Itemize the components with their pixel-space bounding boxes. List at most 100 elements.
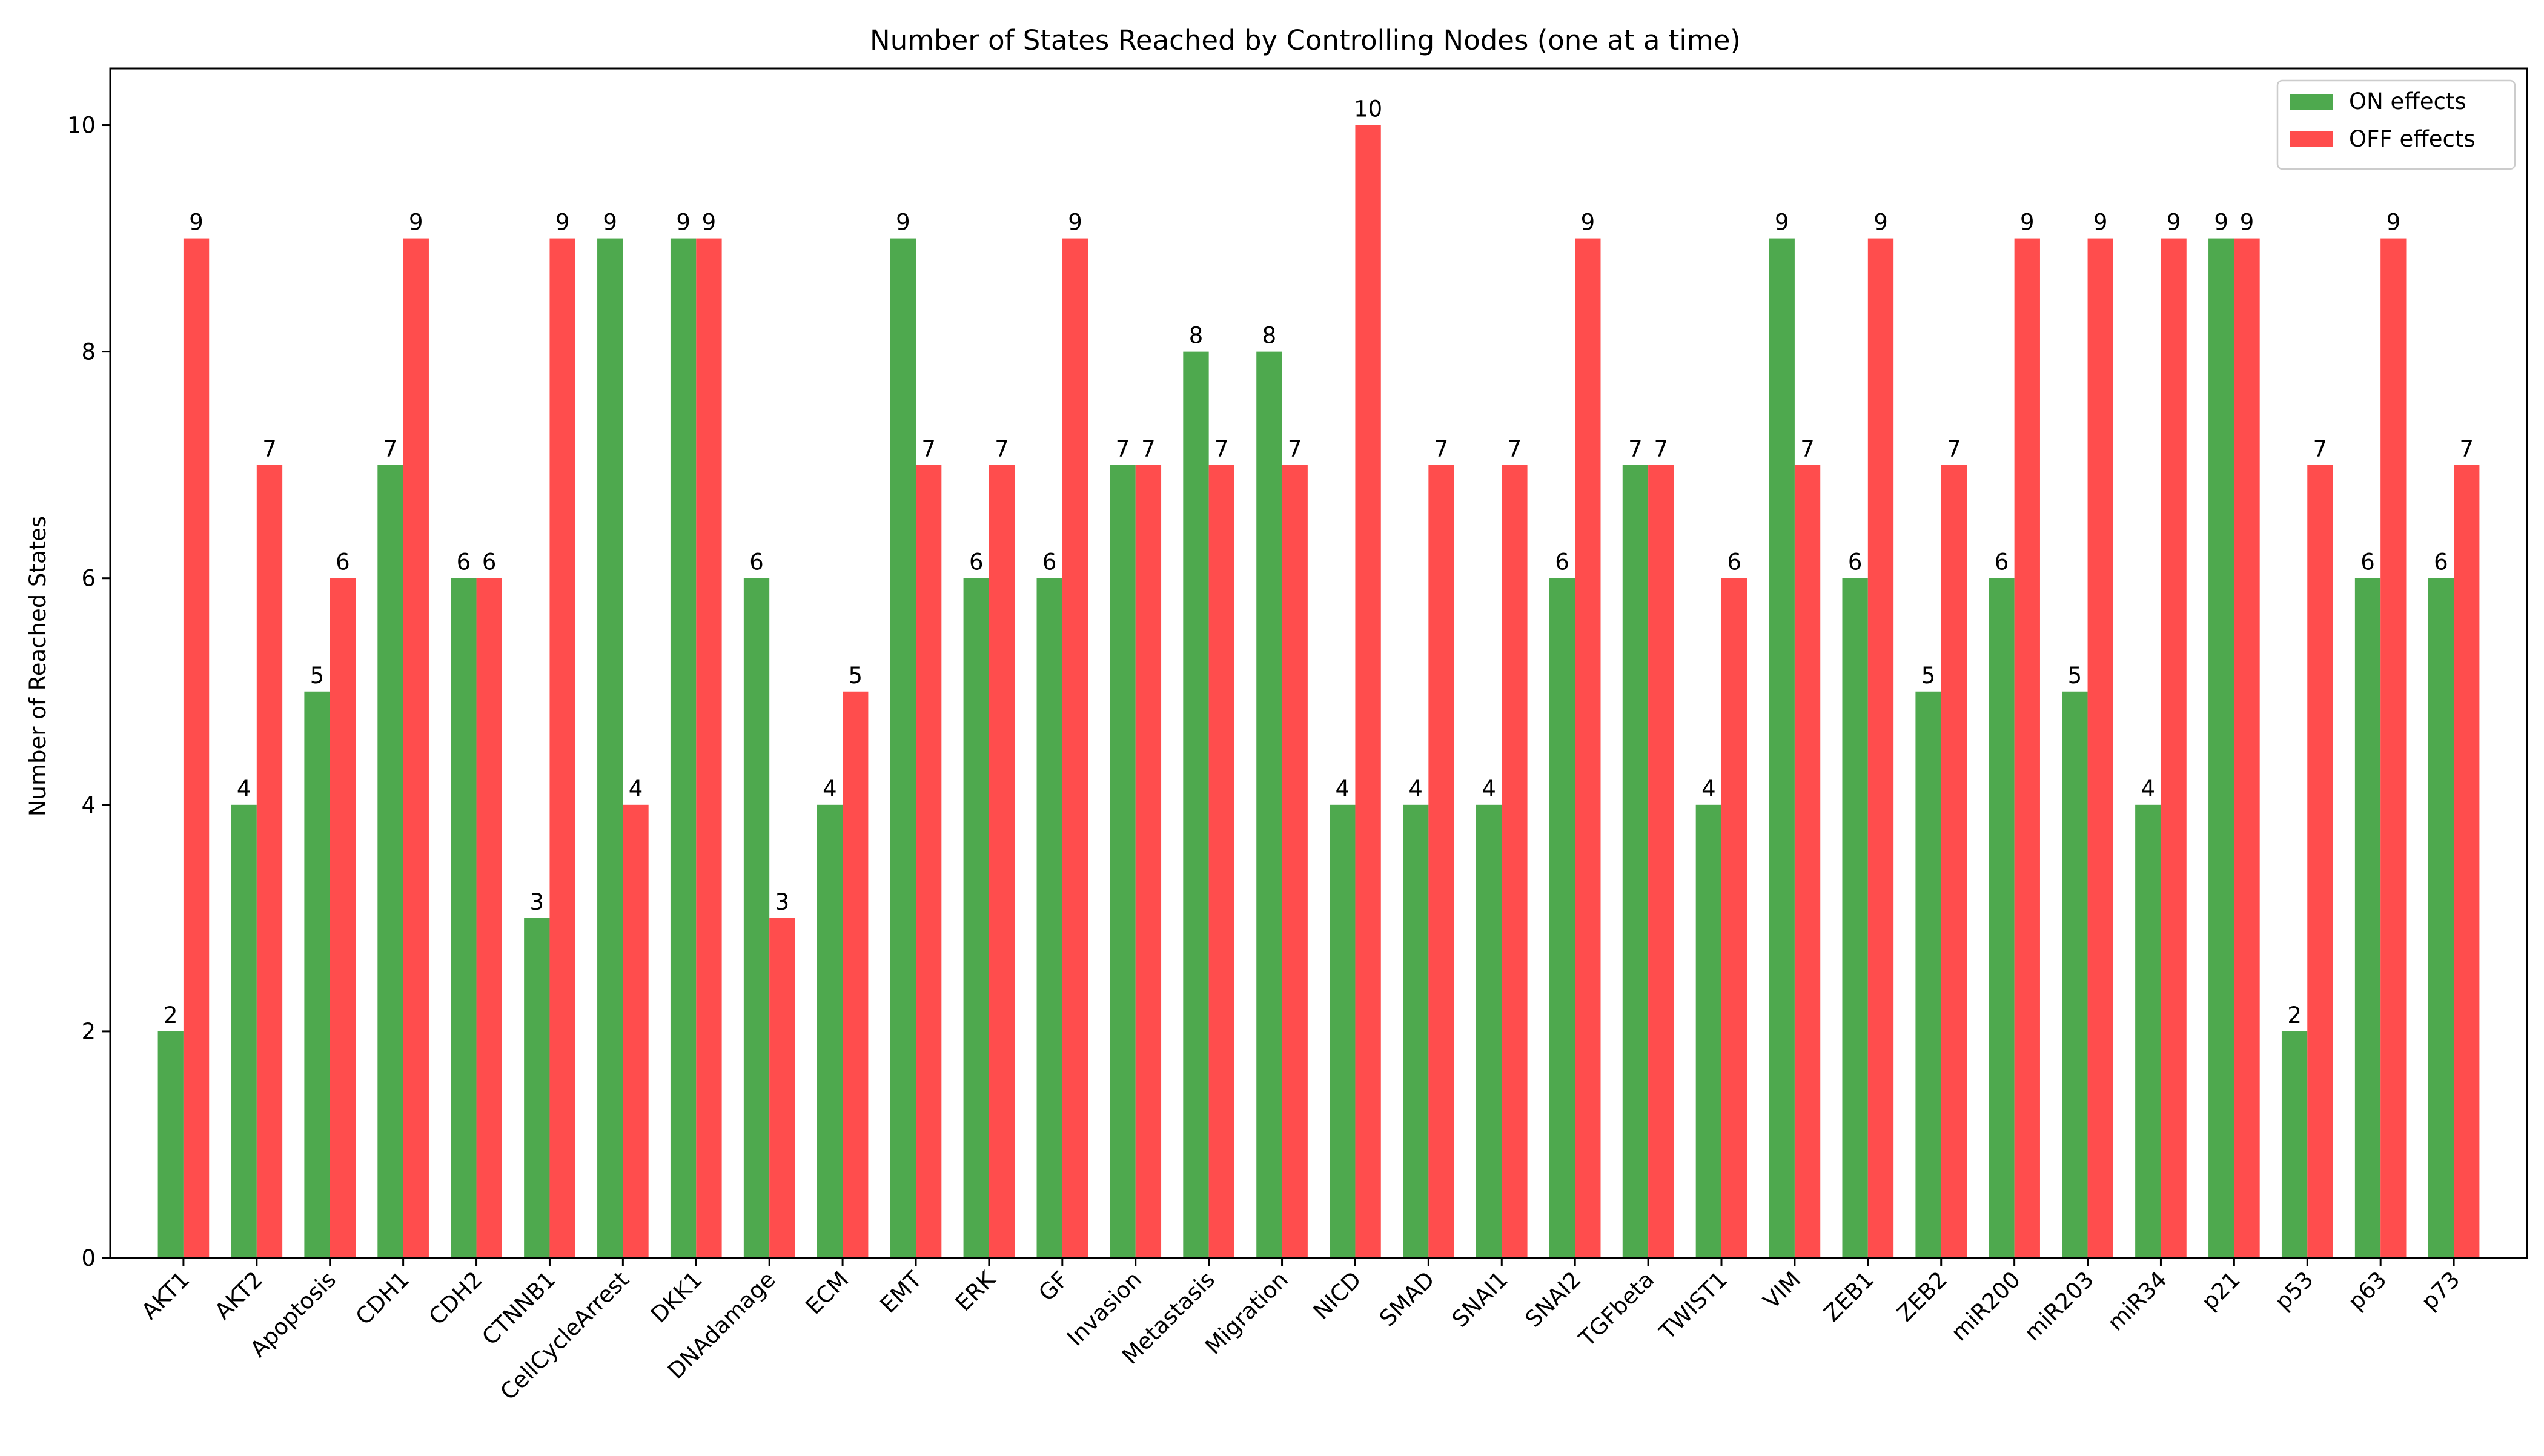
off-bar-CDH2 — [476, 578, 502, 1259]
on-value-label-Metastasis: 8 — [1189, 323, 1204, 349]
legend-label-off: OFF effects — [2349, 126, 2476, 152]
off-value-label-p63: 9 — [2387, 210, 2401, 236]
off-bar-Migration — [1282, 465, 1308, 1259]
on-bar-TWIST1 — [1695, 804, 1721, 1258]
off-value-label-DNAdamage: 3 — [775, 889, 790, 915]
on-bar-Metastasis — [1183, 351, 1209, 1258]
off-bar-DNAdamage — [769, 918, 795, 1258]
on-bar-CDH2 — [451, 578, 477, 1259]
off-value-label-EMT: 7 — [921, 436, 936, 462]
on-value-label-miR34: 4 — [2141, 776, 2156, 802]
off-value-label-CDH2: 6 — [482, 549, 497, 575]
on-bar-NICD — [1330, 804, 1356, 1258]
on-value-label-ZEB2: 5 — [1921, 663, 1936, 689]
legend-box — [2276, 79, 2516, 170]
off-bar-SNAI1 — [1502, 465, 1528, 1259]
off-bar-ERK — [989, 465, 1015, 1259]
off-bar-CTNNB1 — [549, 238, 575, 1258]
on-value-label-SMAD: 4 — [1408, 776, 1423, 802]
on-value-label-p73: 6 — [2434, 549, 2448, 575]
on-value-label-VIM: 9 — [1775, 210, 1789, 236]
on-value-label-DNAdamage: 6 — [749, 549, 764, 575]
on-value-label-SNAI1: 4 — [1482, 776, 1496, 802]
off-value-label-miR203: 9 — [2093, 210, 2108, 236]
on-value-label-DKK1: 9 — [676, 210, 691, 236]
off-value-label-ECM: 5 — [848, 663, 863, 689]
on-value-label-ZEB1: 6 — [1848, 549, 1863, 575]
on-bar-SMAD — [1403, 804, 1429, 1258]
off-bar-CDH1 — [403, 238, 429, 1258]
on-value-label-Invasion: 7 — [1116, 436, 1130, 462]
on-bar-CTNNB1 — [524, 918, 550, 1258]
off-value-label-Migration: 7 — [1288, 436, 1302, 462]
on-bar-Apoptosis — [304, 691, 330, 1258]
off-bar-AKT1 — [183, 238, 210, 1258]
on-bar-VIM — [1769, 238, 1795, 1258]
off-bar-AKT2 — [256, 465, 283, 1259]
on-value-label-p21: 9 — [2214, 210, 2228, 236]
on-bar-ZEB2 — [1915, 691, 1941, 1258]
on-value-label-CTNNB1: 3 — [530, 889, 545, 915]
off-value-label-CTNNB1: 9 — [555, 210, 570, 236]
on-value-label-EMT: 9 — [896, 210, 910, 236]
off-value-label-ZEB2: 7 — [1947, 436, 1961, 462]
off-bar-p21 — [2234, 238, 2260, 1258]
off-bar-TGFbeta — [1648, 465, 1674, 1259]
off-value-label-SMAD: 7 — [1434, 436, 1449, 462]
off-value-label-Apoptosis: 6 — [336, 549, 350, 575]
off-bar-Metastasis — [1208, 465, 1234, 1259]
axes-frame — [109, 67, 2528, 1259]
on-value-label-ERK: 6 — [969, 549, 984, 575]
on-value-label-Migration: 8 — [1262, 323, 1277, 349]
on-value-label-CDH1: 7 — [383, 436, 398, 462]
on-value-label-NICD: 4 — [1336, 776, 1350, 802]
on-bar-GF — [1036, 578, 1062, 1259]
off-value-label-AKT2: 7 — [262, 436, 277, 462]
on-bar-TGFbeta — [1622, 465, 1649, 1259]
on-bar-p73 — [2428, 578, 2454, 1259]
y-tick-label-6: 6 — [81, 566, 96, 592]
off-bar-miR203 — [2087, 238, 2113, 1258]
on-value-label-Apoptosis: 5 — [310, 663, 325, 689]
on-value-label-p63: 6 — [2360, 549, 2375, 575]
off-value-label-TWIST1: 6 — [1727, 549, 1741, 575]
on-value-label-miR200: 6 — [1995, 549, 2009, 575]
on-bar-DNAdamage — [743, 578, 770, 1259]
off-value-label-CDH1: 9 — [409, 210, 423, 236]
on-bar-ZEB1 — [1842, 578, 1868, 1259]
on-value-label-GF: 6 — [1042, 549, 1057, 575]
off-value-label-SNAI2: 9 — [1581, 210, 1595, 236]
on-value-label-p53: 2 — [2287, 1002, 2302, 1028]
on-bar-miR200 — [1989, 578, 2015, 1259]
on-bar-Migration — [1256, 351, 1282, 1258]
off-value-label-ERK: 7 — [995, 436, 1009, 462]
off-value-label-NICD: 10 — [1354, 96, 1382, 122]
off-value-label-miR200: 9 — [2020, 210, 2035, 236]
off-value-label-Metastasis: 7 — [1214, 436, 1229, 462]
off-bar-ZEB1 — [1867, 238, 1894, 1258]
off-value-label-AKT1: 9 — [189, 210, 204, 236]
on-bar-AKT2 — [231, 804, 257, 1258]
on-value-label-CellCycleArrest: 9 — [603, 210, 617, 236]
off-bar-SNAI2 — [1575, 238, 1601, 1258]
on-value-label-SNAI2: 6 — [1555, 549, 1569, 575]
off-bar-ZEB2 — [1941, 465, 1967, 1259]
off-value-label-p53: 7 — [2313, 436, 2328, 462]
y-tick-label-0: 0 — [81, 1245, 96, 1271]
off-value-label-GF: 9 — [1068, 210, 1082, 236]
off-bar-Apoptosis — [330, 578, 356, 1259]
legend-swatch-off — [2290, 131, 2333, 147]
off-value-label-p73: 7 — [2459, 436, 2474, 462]
on-bar-EMT — [890, 238, 916, 1258]
on-value-label-CDH2: 6 — [457, 549, 471, 575]
off-bar-ECM — [843, 691, 869, 1258]
on-bar-DKK1 — [670, 238, 697, 1258]
off-bar-miR200 — [2014, 238, 2040, 1258]
on-bar-miR203 — [2062, 691, 2088, 1258]
on-value-label-miR203: 5 — [2068, 663, 2082, 689]
on-value-label-TGFbeta: 7 — [1628, 436, 1643, 462]
off-value-label-DKK1: 9 — [702, 210, 717, 236]
chart-title: Number of States Reached by Controlling … — [870, 24, 1741, 56]
